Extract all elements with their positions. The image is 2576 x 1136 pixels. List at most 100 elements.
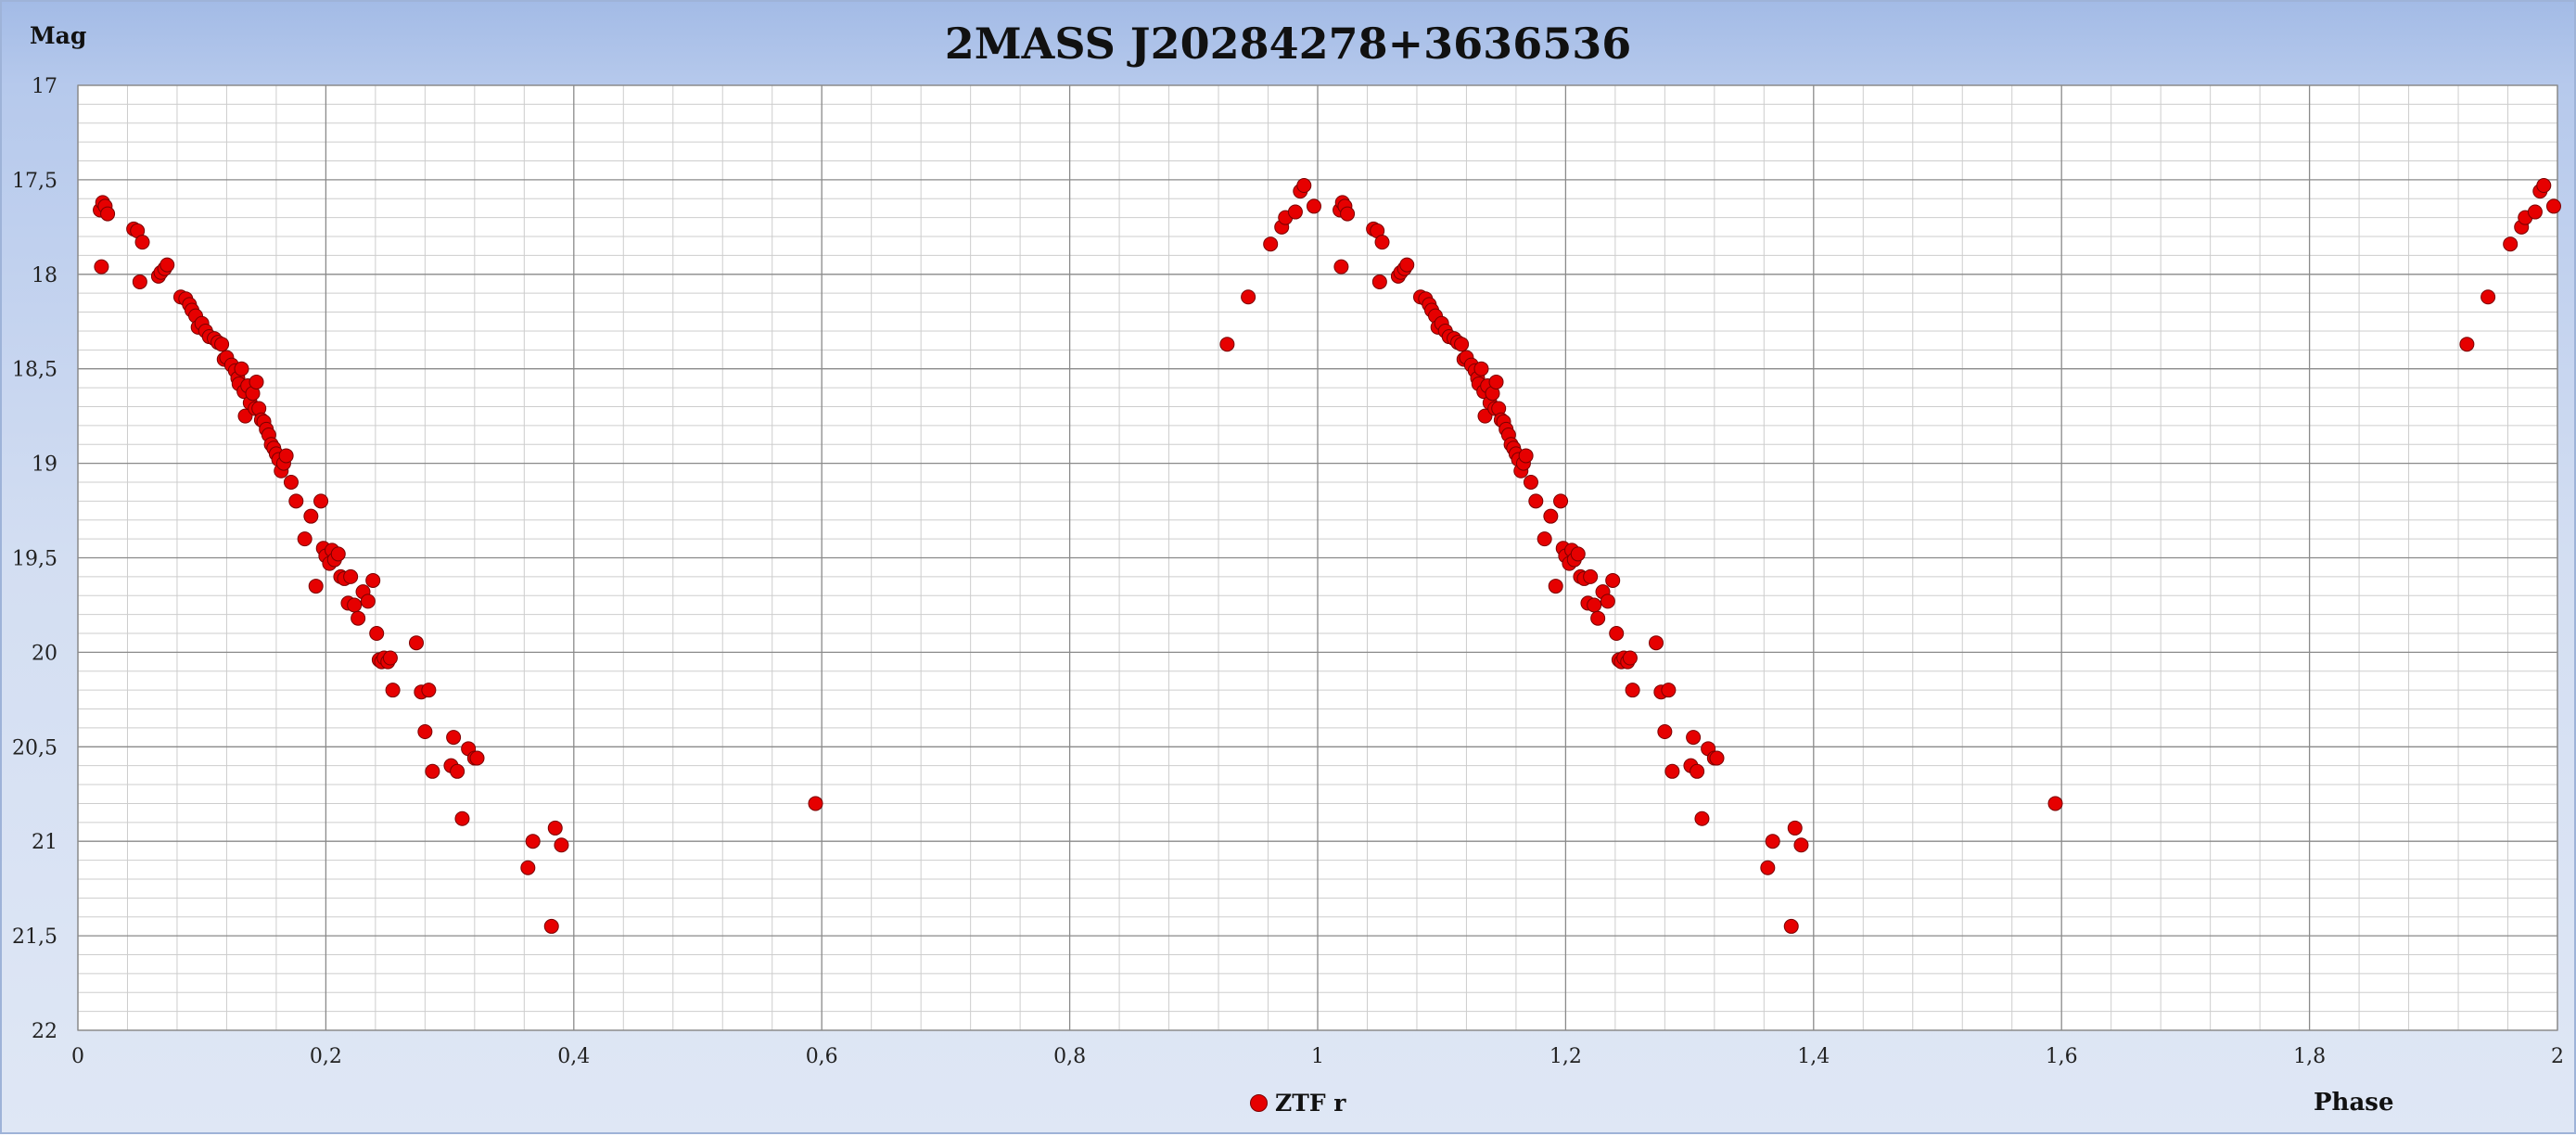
data-point [278,448,294,464]
x-tick-label: 0,4 [557,1045,590,1068]
data-points [93,178,2561,934]
y-axis-label: Mag [30,22,87,49]
data-point [1657,723,1673,739]
data-point [351,610,366,626]
legend: ZTF r [1250,1090,1345,1117]
x-axis-label: Phase [2314,1089,2394,1117]
y-tick-label: 19 [32,453,57,477]
y-tick-label: 21,5 [12,925,57,949]
data-point [249,374,264,389]
data-point [297,531,312,547]
data-point [1664,763,1680,779]
y-tick-label: 21 [32,831,57,854]
data-point [159,257,175,273]
data-point [454,811,470,826]
data-point [1296,178,1312,194]
data-point [1263,236,1279,252]
x-tick-label: 0,8 [1053,1045,1086,1068]
y-tick-label: 18 [32,264,57,287]
data-point [234,361,249,377]
data-point [1333,259,1349,274]
data-point [1473,361,1489,377]
data-point [1583,568,1599,584]
data-point [1686,730,1702,746]
data-point [469,750,485,766]
data-point [347,597,363,613]
data-point [421,683,437,698]
data-point [554,837,569,853]
data-point [2527,204,2543,220]
data-point [1528,493,1544,509]
data-point [134,235,150,250]
data-point [1523,474,1538,490]
x-tick-label: 0 [71,1045,84,1068]
data-point [425,763,440,779]
data-point [237,408,253,424]
x-tick-label: 2 [2551,1045,2564,1068]
data-point [360,594,376,609]
data-point [1488,374,1504,389]
data-point [409,635,425,651]
data-point [1340,206,1356,222]
data-point [446,730,462,746]
x-tick-label: 1 [1311,1045,1324,1068]
data-point [382,650,398,666]
x-tick-label: 1,4 [1797,1045,1830,1068]
data-point [1371,274,1387,289]
data-point [330,546,346,562]
data-point [1793,837,1809,853]
y-tick-label: 19,5 [12,548,57,571]
data-point [1287,204,1303,220]
data-point [1649,635,1664,651]
data-point [1570,546,1586,562]
data-point [1219,337,1235,352]
data-point [1694,811,1710,826]
data-point [547,820,563,836]
grid-layer [77,84,2558,1031]
data-point [1553,493,1569,509]
data-point [1765,834,1780,849]
x-tick-label: 0,2 [310,1045,342,1068]
data-point [1590,610,1606,626]
data-point [1548,579,1563,594]
data-point [1690,763,1705,779]
x-tick-label: 1,8 [2293,1045,2326,1068]
data-point [1543,508,1559,524]
data-point [520,860,536,875]
data-point [1306,198,1321,214]
data-point [543,918,559,934]
data-point [450,763,465,779]
y-tick-label: 20,5 [12,736,57,759]
data-point [808,796,823,811]
data-point [1622,650,1638,666]
data-point [2047,796,2063,811]
data-point [343,568,359,584]
data-point [1454,337,1470,352]
data-point [2503,236,2519,252]
data-point [369,626,385,642]
data-point [1760,860,1776,875]
data-point [417,723,433,739]
data-point [365,572,381,588]
data-point [1477,408,1493,424]
x-tick-label: 0,6 [806,1045,838,1068]
data-point [1783,918,1799,934]
data-point [2536,178,2552,194]
data-point [94,259,109,274]
legend-label: ZTF r [1275,1090,1346,1117]
data-point [525,834,541,849]
data-point [1241,289,1256,305]
y-tick-label: 18,5 [12,359,57,382]
data-point [1587,597,1602,613]
x-tick-label: 1,6 [2046,1045,2078,1068]
data-point [1709,750,1725,766]
chart-title: 2MASS J20284278+3636536 [944,19,1632,69]
data-point [303,508,319,524]
data-point [2459,337,2475,352]
y-tick-label: 20 [32,642,57,665]
y-tick-label: 22 [32,1020,57,1043]
data-point [385,683,401,698]
data-point [1600,594,1615,609]
